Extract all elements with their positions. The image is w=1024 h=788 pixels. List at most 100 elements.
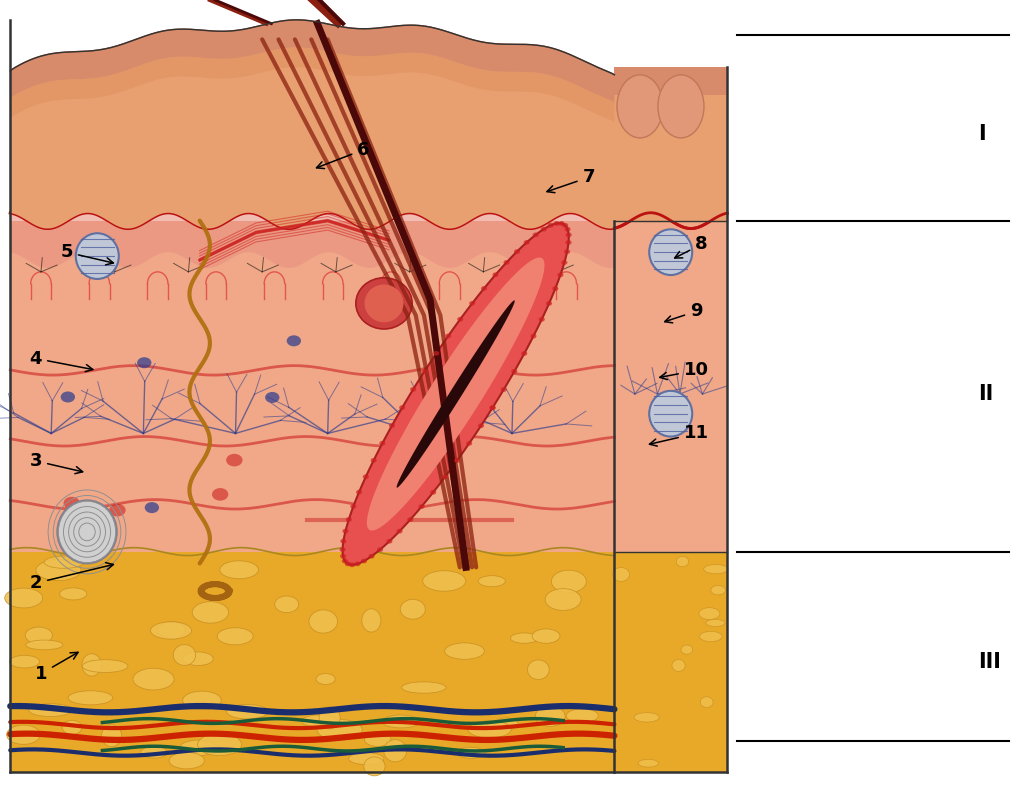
Polygon shape: [10, 20, 614, 229]
Ellipse shape: [5, 588, 43, 608]
Circle shape: [481, 286, 487, 291]
Ellipse shape: [672, 660, 685, 671]
Ellipse shape: [457, 747, 484, 758]
Circle shape: [478, 423, 484, 428]
Circle shape: [469, 301, 475, 306]
Circle shape: [340, 547, 346, 552]
Polygon shape: [10, 20, 614, 102]
Text: II: II: [978, 384, 993, 404]
Circle shape: [564, 227, 570, 232]
Circle shape: [137, 357, 152, 368]
Ellipse shape: [179, 740, 217, 756]
Circle shape: [530, 334, 537, 339]
Circle shape: [345, 562, 351, 567]
Ellipse shape: [193, 602, 228, 623]
Text: 4: 4: [30, 350, 93, 372]
Circle shape: [340, 554, 346, 559]
Circle shape: [489, 405, 496, 410]
Ellipse shape: [511, 633, 538, 643]
Circle shape: [226, 454, 243, 466]
Circle shape: [501, 387, 507, 392]
Ellipse shape: [76, 233, 119, 279]
Ellipse shape: [532, 629, 560, 643]
Circle shape: [144, 502, 159, 513]
Polygon shape: [396, 300, 515, 488]
Ellipse shape: [82, 654, 101, 676]
Ellipse shape: [62, 720, 82, 734]
Circle shape: [557, 273, 563, 277]
FancyBboxPatch shape: [614, 221, 727, 552]
Circle shape: [489, 405, 496, 410]
Ellipse shape: [634, 712, 659, 722]
Ellipse shape: [36, 559, 81, 581]
Circle shape: [526, 306, 541, 317]
Circle shape: [386, 539, 392, 544]
Ellipse shape: [700, 697, 713, 708]
Circle shape: [379, 440, 385, 445]
Ellipse shape: [616, 75, 664, 138]
Circle shape: [287, 336, 301, 347]
Circle shape: [60, 392, 75, 403]
Ellipse shape: [101, 725, 122, 746]
Ellipse shape: [551, 571, 587, 593]
Circle shape: [466, 441, 472, 446]
Ellipse shape: [382, 715, 420, 728]
Ellipse shape: [495, 718, 518, 730]
Ellipse shape: [319, 707, 340, 729]
Circle shape: [360, 559, 367, 563]
FancyBboxPatch shape: [614, 67, 727, 95]
Circle shape: [430, 490, 436, 495]
Circle shape: [389, 423, 395, 428]
Ellipse shape: [317, 719, 362, 740]
Circle shape: [396, 529, 402, 533]
Ellipse shape: [133, 668, 174, 690]
Circle shape: [493, 273, 499, 277]
Ellipse shape: [217, 628, 253, 645]
Circle shape: [340, 539, 346, 544]
Circle shape: [377, 547, 383, 552]
Ellipse shape: [681, 645, 692, 654]
Text: I: I: [978, 124, 985, 144]
Text: III: III: [978, 652, 1000, 672]
Ellipse shape: [57, 500, 117, 563]
Ellipse shape: [706, 619, 725, 626]
Ellipse shape: [183, 652, 213, 666]
Polygon shape: [367, 258, 545, 530]
Circle shape: [408, 517, 414, 522]
Circle shape: [63, 496, 80, 509]
Text: 6: 6: [316, 141, 370, 169]
Circle shape: [342, 559, 348, 563]
Ellipse shape: [649, 229, 692, 275]
Polygon shape: [10, 213, 614, 268]
Circle shape: [350, 504, 356, 509]
Circle shape: [532, 232, 539, 237]
Ellipse shape: [365, 732, 391, 746]
Ellipse shape: [274, 596, 299, 613]
Circle shape: [562, 223, 568, 228]
Ellipse shape: [638, 760, 658, 767]
Ellipse shape: [9, 656, 40, 668]
Ellipse shape: [348, 753, 384, 764]
Circle shape: [356, 490, 362, 495]
Ellipse shape: [69, 691, 113, 704]
Circle shape: [354, 562, 360, 567]
Circle shape: [511, 369, 517, 374]
Ellipse shape: [676, 556, 689, 567]
Circle shape: [110, 504, 126, 516]
Ellipse shape: [400, 600, 425, 619]
Circle shape: [410, 387, 416, 392]
Circle shape: [565, 240, 571, 245]
Circle shape: [541, 227, 547, 232]
Circle shape: [504, 260, 510, 265]
Ellipse shape: [384, 740, 407, 762]
Circle shape: [514, 249, 520, 254]
Text: 10: 10: [659, 362, 709, 380]
Ellipse shape: [182, 691, 221, 710]
Text: 7: 7: [547, 169, 595, 193]
Ellipse shape: [301, 715, 338, 727]
Ellipse shape: [309, 610, 338, 633]
Circle shape: [521, 351, 527, 356]
Circle shape: [399, 405, 406, 410]
Circle shape: [561, 260, 567, 265]
Circle shape: [442, 474, 449, 479]
